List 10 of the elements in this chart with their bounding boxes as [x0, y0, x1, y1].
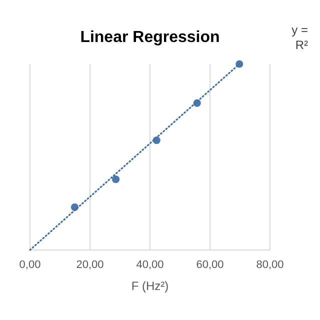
chart-title: Linear Regression	[80, 29, 220, 46]
x-axis-title: F (Hz²)	[131, 279, 169, 293]
x-tick-label: 40,00	[136, 259, 164, 271]
point	[112, 176, 120, 184]
text: y =	[292, 23, 308, 37]
x-tick-label: 20,00	[76, 259, 104, 271]
x-tick-label: 0,00	[19, 259, 41, 271]
text: R²	[295, 38, 308, 52]
x-tick-label: 60,00	[196, 259, 224, 271]
x-tick-label: 80,00	[256, 259, 284, 271]
